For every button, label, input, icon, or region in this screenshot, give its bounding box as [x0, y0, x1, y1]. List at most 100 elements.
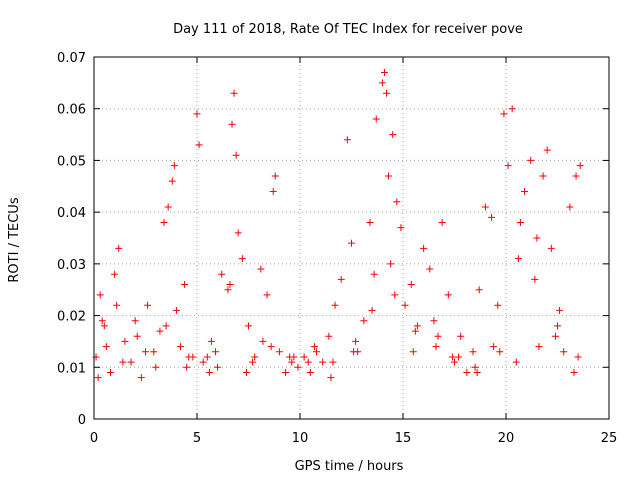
data-point [481, 203, 489, 211]
data-point [325, 332, 333, 340]
data-point [193, 110, 201, 118]
data-point [397, 224, 405, 232]
data-point [150, 348, 158, 356]
y-tick-label: 0 [78, 413, 86, 428]
data-point [185, 353, 193, 361]
data-point [127, 358, 135, 366]
data-point [370, 270, 378, 278]
data-point [282, 368, 290, 376]
data-point [259, 337, 267, 345]
data-point [380, 69, 388, 77]
data-point [170, 162, 178, 170]
data-point [98, 317, 106, 325]
y-tick-label: 0.06 [57, 103, 86, 118]
data-point [269, 187, 277, 195]
data-point [224, 286, 232, 294]
data-point [516, 218, 524, 226]
data-point [426, 265, 434, 273]
data-point [471, 363, 479, 371]
data-point [199, 358, 207, 366]
data-point [448, 353, 456, 361]
data-point [119, 358, 127, 366]
data-point [366, 218, 374, 226]
data-point [251, 353, 259, 361]
x-tick-label: 20 [498, 431, 515, 446]
data-point [152, 363, 160, 371]
x-tick-label: 10 [292, 431, 309, 446]
data-point [195, 141, 203, 149]
data-point [294, 363, 302, 371]
data-point [576, 162, 584, 170]
data-point [490, 343, 498, 351]
data-point [409, 348, 417, 356]
data-point [327, 374, 335, 382]
data-point [451, 358, 458, 366]
data-point [401, 301, 409, 309]
data-point [181, 281, 189, 289]
data-point [348, 239, 355, 247]
data-point [94, 374, 102, 382]
x-tick-label: 25 [601, 431, 618, 446]
data-point [232, 151, 240, 159]
y-axis-label: ROTI / TECUs [7, 197, 22, 282]
data-point [514, 255, 522, 263]
data-point [226, 281, 234, 289]
data-point [144, 301, 152, 309]
data-point [238, 255, 246, 263]
data-point [168, 177, 176, 185]
data-point [212, 348, 220, 356]
data-point [228, 120, 236, 128]
data-point [496, 348, 504, 356]
data-point [387, 260, 395, 268]
data-point [385, 172, 393, 180]
data-point [411, 327, 419, 335]
data-point [372, 115, 380, 123]
data-point [100, 322, 108, 330]
data-point [304, 358, 312, 366]
data-point [102, 343, 110, 351]
y-tick-label: 0.01 [57, 361, 86, 376]
data-point [360, 317, 368, 325]
data-point [570, 368, 578, 376]
data-point [527, 156, 535, 164]
data-point [566, 203, 574, 211]
data-point [115, 244, 123, 252]
data-point [329, 358, 337, 366]
data-point [113, 301, 121, 309]
data-point [249, 358, 257, 366]
data-point [500, 110, 508, 118]
data-point [96, 291, 104, 299]
data-point [133, 332, 141, 340]
x-tick-label: 0 [90, 431, 98, 446]
data-point [554, 322, 561, 330]
y-tick-label: 0.03 [57, 258, 86, 273]
data-point [306, 368, 314, 376]
data-point [218, 270, 226, 278]
data-point [267, 343, 275, 351]
data-point [160, 218, 168, 226]
data-point [551, 332, 559, 340]
y-tick-label: 0.07 [57, 51, 86, 66]
data-point [463, 368, 471, 376]
data-point [444, 291, 452, 299]
data-point [257, 265, 265, 273]
x-axis-label: GPS time / hours [295, 459, 404, 474]
data-point [389, 131, 397, 139]
data-point [531, 275, 539, 283]
data-point [350, 348, 358, 356]
data-point [539, 172, 547, 180]
data-point [164, 203, 172, 211]
data-point [521, 187, 529, 195]
data-point [121, 337, 129, 345]
chart-title: Day 111 of 2018, Rate Of TEC Index for r… [173, 22, 523, 37]
data-point [245, 322, 252, 330]
data-point [420, 244, 428, 252]
data-point [378, 79, 386, 87]
data-point [488, 213, 496, 221]
data-point [469, 348, 477, 356]
data-point [547, 244, 555, 252]
data-point [263, 291, 271, 299]
data-point [288, 358, 296, 366]
data-point [455, 353, 463, 361]
x-tick-label: 5 [193, 431, 201, 446]
